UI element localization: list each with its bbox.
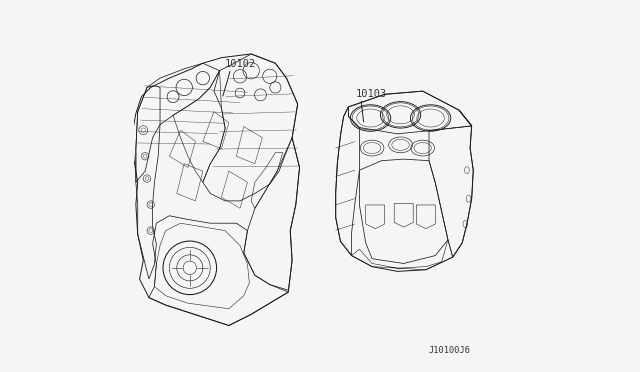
Text: J10100J6: J10100J6 [429,346,470,355]
Text: 10102: 10102 [225,59,257,69]
Text: 10103: 10103 [355,89,387,99]
